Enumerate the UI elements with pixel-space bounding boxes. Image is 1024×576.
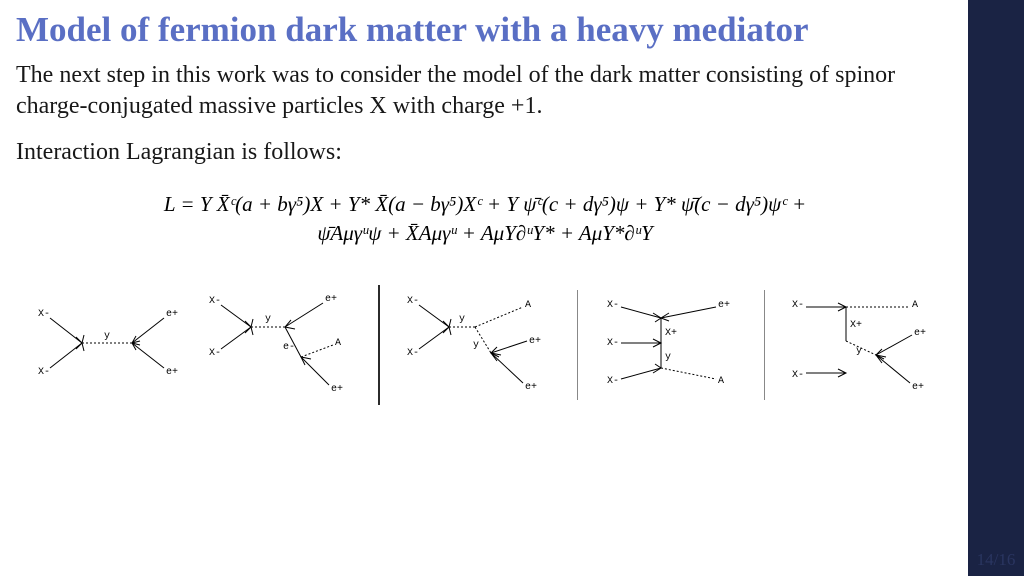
sidebar: 14/16	[968, 0, 1024, 576]
label: y	[265, 314, 271, 325]
feynman-diagram-1: X- X- e+ e+ y	[32, 288, 182, 403]
label: e+	[912, 382, 924, 393]
equation-line-1: L = Y X̄ᶜ(a + bγ⁵)X + Y* X̄(a − bγ⁵)Xᶜ +…	[164, 192, 806, 216]
label: X-	[607, 300, 619, 311]
label: e+	[331, 384, 343, 395]
feynman-diagrams-row: X- X- e+ e+ y	[16, 283, 954, 408]
paragraph-2: Interaction Lagrangian is follows:	[16, 137, 954, 168]
label: X-	[209, 296, 221, 307]
label: A	[912, 300, 918, 311]
label: y	[459, 314, 465, 325]
label: X-	[407, 348, 419, 359]
slide: 14/16 Model of fermion dark matter with …	[0, 0, 1024, 576]
feynman-diagram-4: X- X- X- e+ A X+ y	[601, 283, 741, 408]
label: e+	[914, 328, 926, 339]
page-number: 14/16	[968, 550, 1024, 570]
label: X-	[607, 338, 619, 349]
label: e+	[529, 336, 541, 347]
label: e+	[718, 300, 730, 311]
label: e+	[166, 367, 178, 378]
label: e+	[525, 382, 537, 393]
label: e+	[325, 294, 337, 305]
label: X+	[850, 320, 862, 331]
label: X-	[209, 348, 221, 359]
label: A	[335, 338, 341, 349]
label: X-	[38, 309, 50, 320]
label: y	[665, 352, 671, 363]
label: X-	[792, 370, 804, 381]
feynman-diagram-3: X- X- A e+ e+ y y	[403, 283, 553, 408]
slide-title: Model of fermion dark matter with a heav…	[16, 10, 954, 50]
label: y	[473, 340, 479, 351]
label: A	[718, 376, 724, 387]
label: e+	[166, 309, 178, 320]
label: e-	[283, 342, 295, 353]
feynman-diagram-5: X- X- A e+ e+ X+ y	[788, 283, 938, 408]
paragraph-1: The next step in this work was to consid…	[16, 60, 954, 122]
lagrangian-equation: L = Y X̄ᶜ(a + bγ⁵)X + Y* X̄(a − bγ⁵)Xᶜ +…	[36, 190, 934, 249]
label: X-	[607, 376, 619, 387]
slide-content: Model of fermion dark matter with a heav…	[0, 0, 968, 576]
label: A	[525, 300, 531, 311]
divider	[764, 290, 765, 400]
divider	[378, 285, 380, 405]
label: X-	[792, 300, 804, 311]
equation-line-2: ψ̄Aμγᵘψ + X̄Aμγᵘ + AμY∂ᵘY* + AμY*∂ᵘY	[317, 221, 652, 245]
label: y	[856, 346, 862, 357]
feynman-diagram-2: X- X- e+ A e+ y e-	[205, 283, 355, 408]
label: X+	[665, 328, 677, 339]
label: X-	[38, 367, 50, 378]
divider	[577, 290, 578, 400]
label: X-	[407, 296, 419, 307]
label: y	[104, 331, 110, 342]
